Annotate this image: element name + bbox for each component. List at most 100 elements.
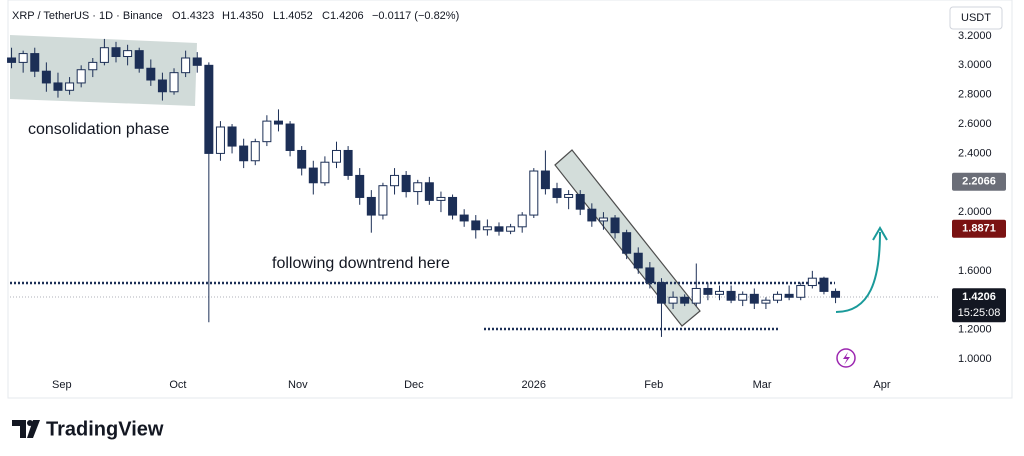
candle-body [773, 293, 783, 301]
candle-body [471, 220, 481, 231]
candle-body [645, 267, 655, 284]
candle-body [819, 277, 829, 292]
candle-body [714, 290, 724, 295]
candle-body [703, 287, 713, 295]
candle-body [494, 226, 504, 232]
candle-body [18, 53, 28, 63]
candle-body [169, 72, 179, 93]
candle-body [378, 185, 388, 216]
y-tick-label: 2.6000 [958, 118, 992, 130]
x-tick-label: Apr [873, 379, 890, 391]
candle-body [610, 217, 620, 234]
change: −0.0117 (−0.82%) [372, 10, 459, 22]
candle-body [250, 141, 260, 162]
candle-body [273, 120, 283, 125]
annotation: consolidation phase [28, 121, 170, 138]
candle-body [831, 290, 841, 298]
y-tick-label: 3.0000 [958, 59, 992, 71]
candle-body [239, 145, 249, 162]
candle-body [7, 57, 17, 63]
x-tick-label: 2026 [522, 379, 546, 391]
ohlc-low: L1.4052 [273, 10, 313, 22]
candle-body [30, 53, 40, 72]
price-label-box [952, 219, 1006, 238]
countdown: 15:25:08 [958, 307, 1001, 319]
candle-body [436, 196, 446, 201]
currency-box[interactable] [949, 6, 1003, 30]
candle-body [424, 182, 434, 201]
brand-logo [12, 420, 40, 438]
candle-body [181, 57, 191, 74]
ohlc-open: O1.4323 [172, 10, 214, 22]
candle-body [622, 232, 632, 254]
candle-body [390, 174, 400, 187]
brand: TradingView [46, 418, 164, 440]
currency[interactable]: USDT [961, 12, 991, 24]
arrow-head [872, 226, 888, 241]
candle-body [134, 50, 144, 69]
candle-body [297, 149, 307, 169]
candle-body [459, 214, 469, 222]
ohlc-close: C1.4206 [322, 10, 364, 22]
candle-body [53, 82, 63, 91]
candle-body [123, 50, 133, 58]
candle-body [413, 182, 423, 193]
candle-body [656, 282, 666, 304]
x-tick-label: Feb [644, 379, 663, 391]
candle-body [343, 149, 353, 176]
candle-body [506, 226, 516, 232]
candle-body [320, 161, 330, 184]
candle-body [88, 61, 98, 71]
y-tick-label: 2.8000 [958, 89, 992, 101]
alert-icon [836, 348, 856, 368]
frame [7, 0, 1013, 399]
candle-body [680, 296, 690, 304]
candle-body [192, 57, 202, 66]
candle-body [564, 194, 574, 198]
x-tick-label: Dec [404, 379, 424, 391]
candle-body [366, 196, 376, 216]
annotation: following downtrend here [272, 255, 450, 272]
candle-body [332, 149, 342, 163]
candle-body [41, 70, 51, 84]
forecast-arrow [835, 231, 881, 313]
logo-mark [12, 420, 26, 438]
candle-body [215, 126, 225, 154]
candle-body [65, 82, 75, 91]
candle-body [668, 296, 678, 304]
price-label: 1.8871 [962, 223, 996, 235]
candle-body [726, 290, 736, 301]
y-tick-label: 1.6000 [958, 265, 992, 277]
candle-body [285, 123, 295, 151]
candle-body [76, 69, 86, 84]
candle-body [355, 174, 365, 198]
candle-body [308, 167, 318, 184]
y-tick-label: 2.0000 [958, 206, 992, 218]
y-tick-label: 1.0000 [958, 353, 992, 365]
candle-body [749, 293, 759, 304]
candle-body [448, 196, 458, 216]
x-tick-label: Mar [753, 379, 772, 391]
candle-body [575, 194, 585, 210]
y-tick-label: 3.2000 [958, 30, 992, 42]
candle-body [691, 287, 701, 304]
price-label: 2.2066 [962, 176, 996, 188]
ohlc-high: H1.4350 [222, 10, 264, 22]
candle-body [146, 67, 156, 81]
candle-body [807, 277, 817, 287]
candle-body [598, 217, 608, 222]
candle-body [482, 226, 492, 231]
logo-mark [27, 420, 40, 438]
x-tick-label: Nov [288, 379, 308, 391]
candle-body [227, 126, 237, 147]
candle-body [540, 170, 550, 190]
candle-body [784, 293, 794, 298]
price-label-box [952, 172, 1006, 191]
price-label: 1.4206 [962, 291, 996, 303]
candle-body [99, 47, 109, 63]
candle-body [517, 214, 527, 228]
price-label-box [952, 288, 1006, 323]
candles [7, 38, 841, 337]
candle-body [587, 208, 597, 222]
